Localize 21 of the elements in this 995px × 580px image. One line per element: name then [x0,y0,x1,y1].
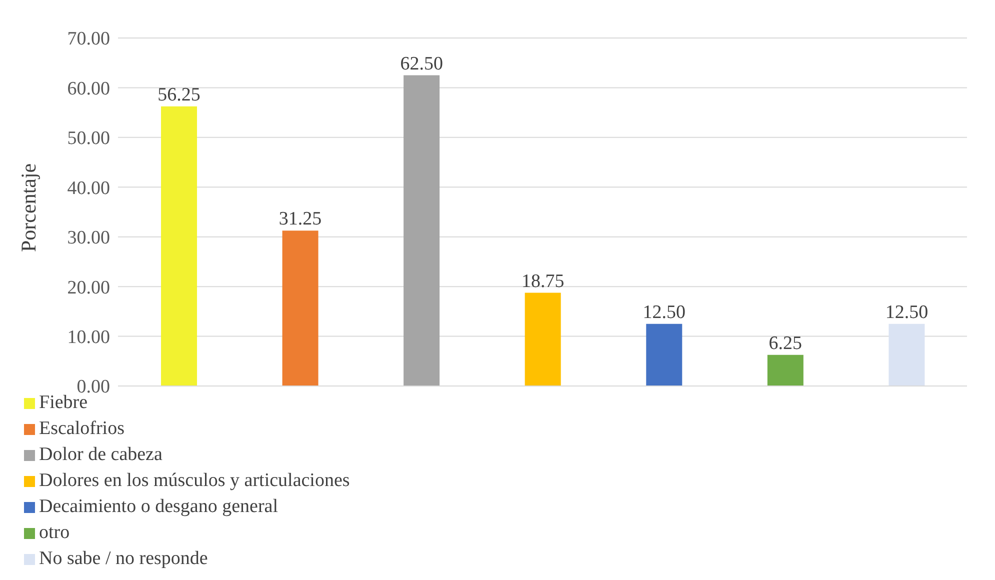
legend-label: Escalofrios [39,418,124,439]
legend-label: No sabe / no responde [39,548,208,569]
y-tick-label: 50.00 [67,128,110,150]
data-label: 18.75 [521,270,564,292]
legend-label: Dolor de cabeza [39,444,162,465]
y-tick-label: 20.00 [67,277,110,298]
legend-label: otro [39,522,70,543]
y-tick-label: 70.00 [67,28,110,50]
data-label: 6.25 [768,332,802,354]
y-tick-label: 40.00 [67,178,110,199]
y-tick-label: 10.00 [67,327,110,348]
legend-label: Decaimiento o desgano general [39,496,278,517]
legend-label: Dolores en los músculos y articulaciones [39,470,350,491]
y-tick-label: 60.00 [67,78,110,100]
data-label: 12.50 [885,302,928,323]
data-label: 62.50 [400,53,443,74]
y-axis-title: Porcentaje [16,163,40,252]
data-label: 31.25 [278,208,322,230]
data-label: 56.25 [158,84,200,106]
y-tick-label: 30.00 [67,228,110,249]
data-label: 12.50 [642,302,686,323]
